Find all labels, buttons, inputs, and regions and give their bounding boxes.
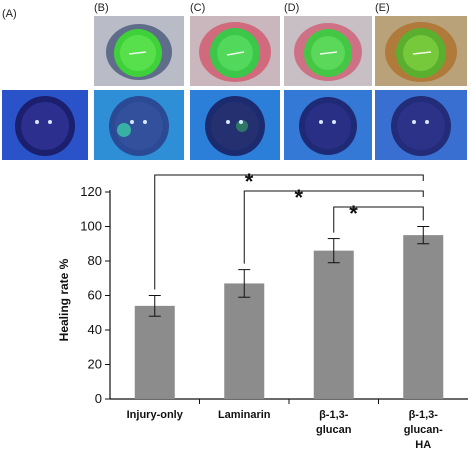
eye-photo-e-bottom [375, 90, 467, 160]
eye-photo-d-bottom [284, 90, 372, 160]
category-label: glucan [316, 424, 352, 436]
y-tick-label: 60 [88, 288, 102, 303]
panel-label-d: (D) [284, 2, 300, 14]
category-label: Laminarin [218, 409, 271, 421]
bar [313, 250, 354, 399]
eye-photo-e-top [375, 16, 467, 86]
significance-star: * [294, 185, 303, 210]
eye-photo-c-top [190, 16, 280, 86]
significance-star: * [349, 201, 358, 226]
panel-label-c: (C) [190, 2, 206, 14]
bar [403, 235, 444, 399]
category-label: Injury-only [127, 409, 184, 421]
bar [224, 283, 265, 399]
significance-annotations: * * * [154, 169, 424, 290]
category-label: β-1,3- [409, 409, 439, 421]
significance-bracket [154, 174, 424, 290]
y-tick-label: 80 [88, 253, 102, 268]
category-label: β-1,3- [319, 409, 349, 421]
panel-label-a: (A) [2, 8, 17, 20]
significance-bracket [243, 190, 424, 264]
eye-photo-b-top [94, 16, 184, 86]
y-tick-label: 40 [88, 322, 102, 337]
y-axis-label: Healing rate % [57, 258, 71, 341]
bar [134, 305, 175, 399]
eye-photo-c-bottom [190, 90, 280, 160]
significance-bracket [333, 206, 424, 233]
y-tick-label: 0 [95, 391, 102, 406]
eye-photo-b-bottom [94, 90, 184, 160]
eye-photo-d-top [284, 16, 372, 86]
eye-photo-a-bottom [2, 90, 88, 160]
panel-label-b: (B) [94, 2, 109, 14]
y-tick-label: 100 [80, 219, 102, 234]
chart-bars [134, 226, 444, 399]
y-tick-label: 20 [88, 357, 102, 372]
significance-star: * [245, 169, 254, 194]
panel-label-e: (E) [375, 2, 390, 14]
category-label: glucan- [404, 424, 443, 436]
y-tick-label: 120 [80, 184, 102, 199]
category-label: HA [415, 439, 431, 451]
